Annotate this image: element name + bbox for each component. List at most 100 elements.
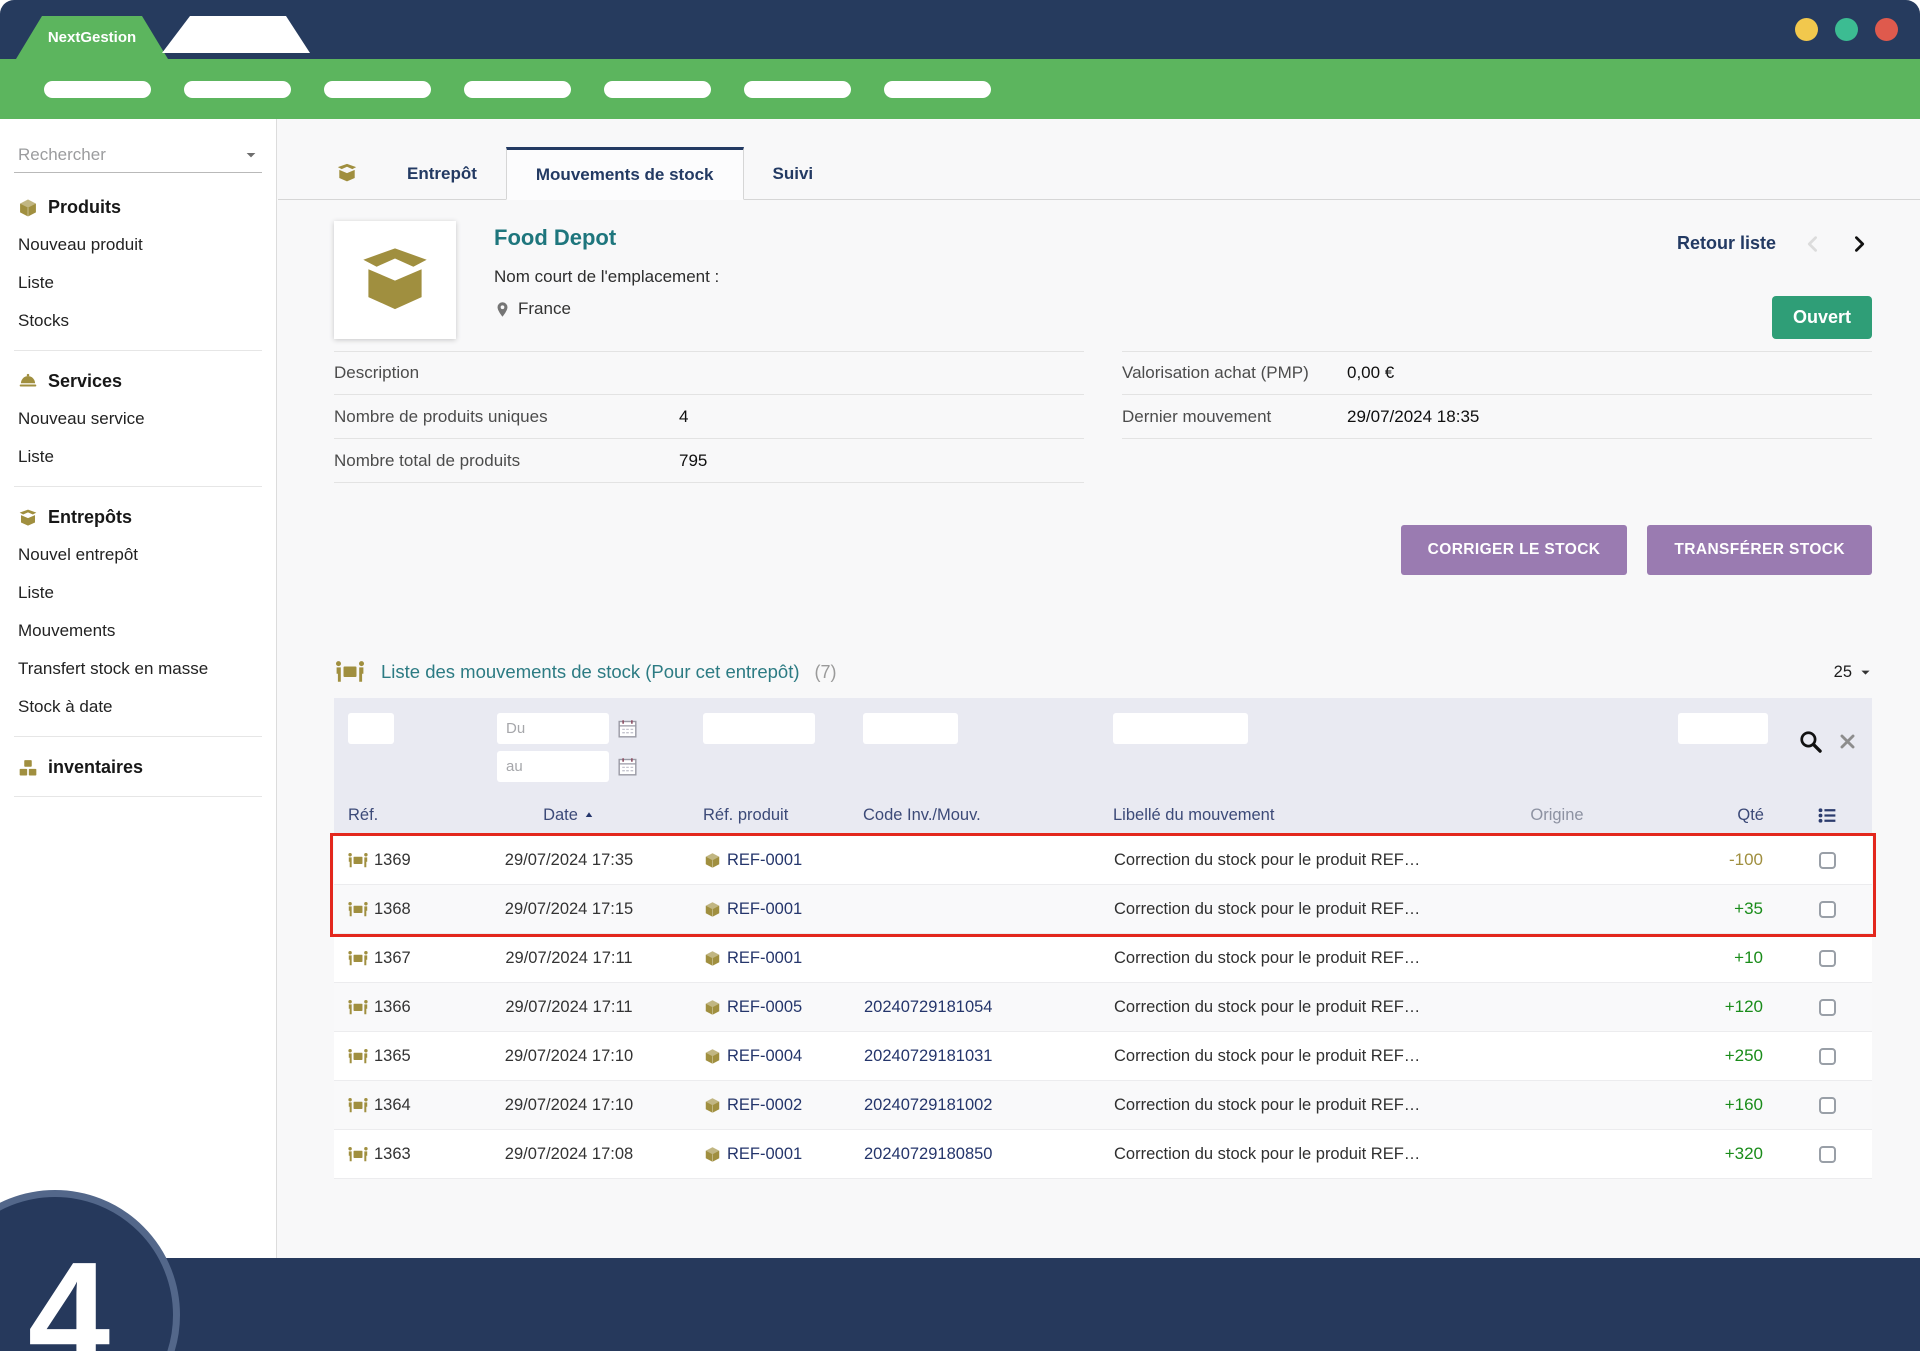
table-row[interactable]: 1363 29/07/2024 17:08 REF-0001 202407291…	[334, 1130, 1872, 1179]
table-row[interactable]: 1368 29/07/2024 17:15 REF-0001 Correctio…	[334, 885, 1872, 934]
close-dot-icon[interactable]	[1875, 18, 1898, 41]
transf-rer-stock-button[interactable]: TRANSFÉRER STOCK	[1647, 525, 1872, 575]
column-settings-icon[interactable]	[1817, 805, 1838, 826]
sidebar-item-nouveau-service[interactable]: Nouveau service	[18, 409, 145, 428]
inactive-browser-tab[interactable]	[162, 16, 310, 53]
stock-movement-icon	[334, 659, 366, 685]
filter-product-input[interactable]	[703, 713, 815, 744]
sidebar-section-title[interactable]: inventaires	[48, 757, 144, 777]
sidebar-item-stocks[interactable]: Stocks	[18, 311, 70, 330]
info-row: Dernier mouvement 29/07/2024 18:35	[1122, 395, 1872, 439]
column-header-origin[interactable]: Origine	[1530, 805, 1584, 824]
minimize-dot-icon[interactable]	[1795, 18, 1818, 41]
sidebar-item-liste[interactable]: Liste	[18, 273, 54, 292]
search-input[interactable]	[18, 144, 244, 165]
sidebar-item-nouveau-produit[interactable]: Nouveau produit	[18, 235, 143, 254]
tab-entrep-t[interactable]: Entrepôt	[407, 163, 477, 183]
filter-label-input[interactable]	[1113, 713, 1248, 744]
tab-mouvements-de-stock[interactable]: Mouvements de stock	[505, 147, 744, 200]
nav-pill-placeholder[interactable]	[184, 80, 291, 98]
filter-ref-input[interactable]	[348, 713, 394, 744]
info-label: Nombre de produits uniques	[334, 406, 548, 426]
row-ref[interactable]: 1368	[374, 899, 411, 918]
row-movement-label: Correction du stock pour le produit REF…	[1114, 850, 1421, 869]
calendar-icon[interactable]	[617, 718, 638, 739]
row-ref[interactable]: 1364	[374, 1095, 411, 1114]
nav-pill-placeholder[interactable]	[604, 80, 711, 98]
clear-filters-icon[interactable]	[1838, 732, 1857, 751]
column-header-code[interactable]: Code Inv./Mouv.	[863, 805, 981, 824]
sidebar-item-transfert-stock-en-masse[interactable]: Transfert stock en masse	[18, 659, 209, 678]
filter-date-from-input[interactable]	[497, 713, 609, 744]
row-product-link[interactable]: REF-0005	[727, 997, 803, 1016]
row-ref[interactable]: 1365	[374, 1046, 411, 1065]
brand-tab[interactable]: NextGestion	[16, 16, 168, 59]
sidebar-section-title[interactable]: Produits	[48, 197, 122, 217]
filter-qty-input[interactable]	[1678, 713, 1768, 744]
table-row[interactable]: 1365 29/07/2024 17:10 REF-0004 202407291…	[334, 1032, 1872, 1081]
info-row: Description	[334, 351, 1084, 395]
row-product-link[interactable]: REF-0001	[727, 899, 803, 918]
column-header-date[interactable]: Date	[449, 806, 689, 825]
table-row[interactable]: 1366 29/07/2024 17:11 REF-0005 202407291…	[334, 983, 1872, 1032]
row-checkbox[interactable]	[1818, 949, 1836, 967]
row-date: 29/07/2024 17:10	[504, 1095, 634, 1114]
column-header-label[interactable]: Libellé du mouvement	[1113, 805, 1275, 824]
row-code-link[interactable]: 20240729181031	[864, 1046, 993, 1065]
row-checkbox[interactable]	[1818, 851, 1836, 869]
row-ref[interactable]: 1369	[374, 850, 411, 869]
row-ref[interactable]: 1367	[374, 948, 411, 967]
row-checkbox[interactable]	[1818, 998, 1836, 1016]
sidebar-section-title[interactable]: Entrepôts	[48, 507, 133, 527]
row-checkbox[interactable]	[1818, 1047, 1836, 1065]
corriger-le-stock-button[interactable]: CORRIGER LE STOCK	[1400, 525, 1628, 575]
row-product-link[interactable]: REF-0001	[727, 1144, 803, 1163]
row-checkbox[interactable]	[1818, 900, 1836, 918]
page-size-select[interactable]: 25	[1834, 663, 1872, 682]
row-ref[interactable]: 1366	[374, 997, 411, 1016]
table-row[interactable]: 1369 29/07/2024 17:35 REF-0001 Correctio…	[334, 836, 1872, 885]
nav-pill-placeholder[interactable]	[744, 80, 851, 98]
row-code-link[interactable]: 20240729180850	[864, 1144, 993, 1163]
nav-pill-placeholder[interactable]	[324, 80, 431, 98]
column-header-qty[interactable]: Qté	[1737, 805, 1764, 824]
row-code-link[interactable]: 20240729181054	[864, 997, 993, 1016]
window-titlebar: NextGestion	[0, 0, 1920, 59]
search-icon[interactable]	[1798, 729, 1823, 754]
column-header-product[interactable]: Réf. produit	[703, 805, 789, 824]
sidebar-item-liste[interactable]: Liste	[18, 447, 54, 466]
back-to-list-link[interactable]: Retour liste	[1676, 233, 1776, 253]
product-box-icon	[704, 852, 721, 869]
nav-pill-placeholder[interactable]	[884, 80, 991, 98]
table-row[interactable]: 1367 29/07/2024 17:11 REF-0001 Correctio…	[334, 934, 1872, 983]
info-tables: Description Nombre de produits uniques 4 No…	[334, 351, 1872, 483]
tab-suivi[interactable]: Suivi	[772, 163, 814, 183]
filter-code-input[interactable]	[863, 713, 958, 744]
chevron-down-icon[interactable]	[244, 148, 258, 162]
step-number-badge: 4	[0, 1190, 180, 1351]
calendar-icon[interactable]	[617, 756, 638, 777]
sidebar-item-nouvel-entrep-t[interactable]: Nouvel entrepôt	[18, 545, 139, 564]
filter-date-to-input[interactable]	[497, 751, 609, 782]
sidebar-item-stock-date[interactable]: Stock à date	[18, 697, 113, 716]
zoom-dot-icon[interactable]	[1835, 18, 1858, 41]
row-product-link[interactable]: REF-0001	[727, 948, 803, 967]
chevron-right-icon[interactable]	[1850, 235, 1868, 253]
column-header-ref[interactable]: Réf.	[348, 805, 379, 824]
sidebar-section-title[interactable]: Services	[48, 371, 123, 391]
nav-pill-placeholder[interactable]	[464, 80, 571, 98]
row-checkbox[interactable]	[1818, 1096, 1836, 1114]
row-code-link[interactable]: 20240729181002	[864, 1095, 993, 1114]
nav-pill-placeholder[interactable]	[44, 80, 151, 98]
table-row[interactable]: 1364 29/07/2024 17:10 REF-0002 202407291…	[334, 1081, 1872, 1130]
row-product-link[interactable]: REF-0002	[727, 1095, 803, 1114]
status-open-button[interactable]: Ouvert	[1771, 296, 1872, 339]
step-number: 4	[27, 1232, 111, 1351]
sidebar-item-mouvements[interactable]: Mouvements	[18, 621, 116, 640]
row-product-link[interactable]: REF-0004	[727, 1046, 803, 1065]
row-product-link[interactable]: REF-0001	[727, 850, 803, 869]
row-ref[interactable]: 1363	[374, 1144, 411, 1163]
row-checkbox[interactable]	[1818, 1145, 1836, 1163]
chevron-left-icon[interactable]	[1804, 235, 1822, 253]
sidebar-item-liste[interactable]: Liste	[18, 583, 54, 602]
